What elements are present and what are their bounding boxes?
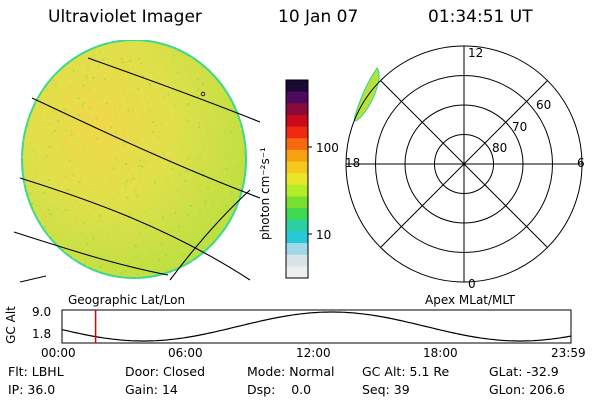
timeline-xtick-2: 12:00 [296, 346, 331, 360]
colorbar-band [286, 231, 308, 244]
colorbar-band [286, 103, 308, 116]
colorbar-band [286, 138, 308, 151]
mlat-label-70: 70 [512, 120, 528, 134]
polar-caption: Apex MLat/MLT [425, 293, 515, 307]
colorbar-band [286, 173, 308, 186]
colorbar-band [286, 254, 308, 267]
colorbar-band [286, 114, 308, 128]
info-glon: GLon: 206.6 [489, 382, 565, 397]
info-gain: Gain: 14 [125, 382, 178, 397]
mlat-label-80: 80 [492, 141, 508, 155]
colorbar-band [286, 149, 308, 163]
info-mode: Mode: Normal [247, 364, 335, 379]
globe-limb [21, 40, 247, 279]
colorbar-band [286, 219, 308, 232]
info-door: Door: Closed [125, 364, 206, 379]
lat-lon-grid [13, 57, 260, 283]
geo-caption: Geographic Lat/Lon [68, 293, 186, 307]
timeline-xtick-4: 23:59 [551, 346, 586, 360]
timeline-ytick-max: 9.0 [32, 305, 52, 319]
colorbar-band [286, 184, 308, 197]
timeline-xtick-1: 06:00 [168, 346, 203, 360]
info-seq: Seq: 39 [362, 382, 410, 397]
instrument-title: Ultraviolet Imager [48, 7, 202, 27]
info-flt: Flt: LBHL [8, 364, 64, 379]
colorbar-tick-100: 100 [316, 141, 339, 155]
mlat-label-60: 60 [536, 98, 552, 112]
colorbar-band [286, 208, 308, 221]
mlt-label-0: 0 [468, 277, 476, 291]
info-gc-alt: GC Alt: 5.1 Re [362, 364, 450, 379]
mlt-label-6: 6 [577, 156, 585, 170]
altitude-curve [61, 311, 572, 342]
geo-globe-image [13, 40, 260, 283]
colorbar-band [286, 91, 308, 104]
colorbar-band [286, 243, 308, 256]
colorbar-band [286, 80, 308, 93]
colorbar-band [286, 196, 308, 209]
colorbar-tick-10: 10 [316, 228, 332, 242]
timeline-ylabel: GC Alt [3, 306, 18, 344]
colorbar [285, 79, 312, 279]
date-label: 10 Jan 07 [278, 7, 359, 27]
colorbar-band [286, 161, 308, 174]
colorbar-band [286, 126, 308, 139]
mlt-label-18: 18 [345, 156, 361, 170]
timeline-frame [61, 309, 572, 344]
altitude-timeline [61, 309, 572, 344]
timeline-ytick-min: 1.8 [32, 327, 52, 341]
time-label: 01:34:51 UT [428, 7, 533, 27]
info-glat: GLat: -32.9 [489, 364, 559, 379]
info-ip: IP: 36.0 [8, 382, 56, 397]
colorbar-band [286, 266, 308, 279]
polar-plot [345, 45, 583, 283]
timeline-xtick-0: 00:00 [41, 346, 76, 360]
colorbar-unit-label: photon cm⁻²s⁻¹ [258, 147, 272, 240]
mlt-label-12: 12 [468, 46, 484, 60]
timeline-xtick-3: 18:00 [423, 346, 458, 360]
info-dsp: Dsp: 0.0 [247, 382, 312, 397]
auroral-oval-segment [354, 67, 380, 122]
